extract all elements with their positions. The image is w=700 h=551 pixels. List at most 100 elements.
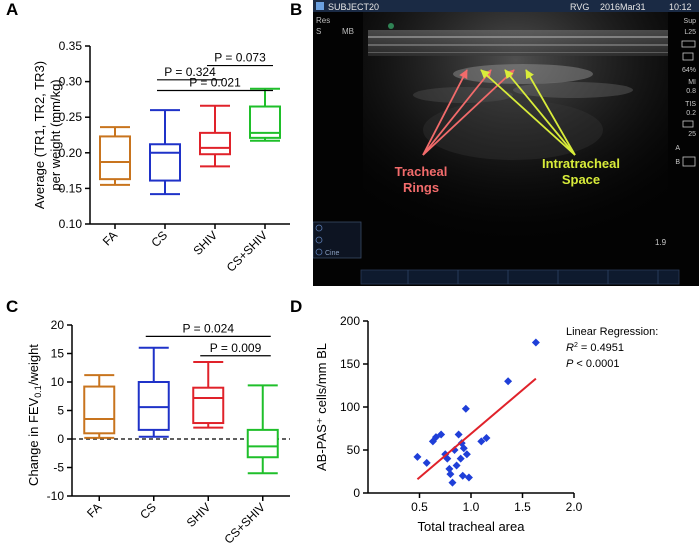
scatter-point [448,478,457,487]
y-tick-label: -10 [47,489,65,503]
box-0 [99,126,131,186]
y-tick-label: 0 [353,486,360,500]
ultrasound-time: 10:12 [669,2,692,12]
scatter-point [413,452,422,461]
y-tick-label: 5 [57,404,64,418]
ultrasound-date: 2016Mar31 [600,2,646,12]
y-tick-label: 0.35 [59,39,83,53]
ultrasound-s: S [316,27,321,36]
settings-icon [682,120,694,128]
cine-button-2[interactable] [315,236,323,244]
box-1 [137,346,170,438]
scatter-point [445,464,454,473]
box-3 [246,384,279,475]
panel-d-label: D [290,297,303,316]
regression-line [416,377,537,481]
ultrasound-setting-l25: L25 [684,29,696,36]
ultrasound-setting-mi: MI [688,79,696,86]
ultrasound-menu-icon[interactable] [316,2,324,10]
cine-controls[interactable]: Cine [313,221,362,259]
box-3 [249,87,281,142]
box-2 [199,104,231,168]
space-arrow-2 [504,69,576,156]
x-tick-label: CS+SHIV [221,500,267,546]
scatter-point [464,473,473,482]
cine-button-1[interactable] [315,224,323,232]
tracheal-rings-label-2: Rings [403,180,439,195]
iqr-box [199,131,231,156]
x-tick-label: 2.0 [566,500,583,514]
cine-label: Cine [325,250,340,257]
x-tick-label: CS [137,500,159,522]
x-tick-label: CS [148,228,170,250]
y-axis-label-line1: Average (TR1, TR2, TR3) [32,61,47,209]
scatter-point [531,338,540,347]
ultrasound-mb: MB [342,27,354,36]
cine-timeline[interactable] [360,269,680,285]
panel-a-label: A [6,0,19,19]
scatter-point [477,437,486,446]
regression-r-squared: R2 = 0.4951 [566,342,624,354]
scatter-point [422,458,431,467]
intratracheal-space-label-1: Intratracheal [542,156,620,171]
x-tick-label: SHIV [184,500,214,530]
y-tick-label: 50 [347,443,361,457]
comparison-p-value: P = 0.324 [164,65,216,79]
chart-c: Change in FEV0.1/weight -10 -5 0 5 10 15 20 FA CS… [26,318,290,547]
scatter-point [504,377,513,386]
box-0 [83,374,116,439]
space-arrow-3 [525,69,576,156]
ring-arrow-3 [422,69,515,156]
comparison-p-value: P = 0.021 [189,76,241,90]
battery-icon [681,40,696,48]
ultrasound-subject: SUBJECT20 [328,2,379,12]
chart-d: 0 50 100 150 200 0.5 1.0 1.5 2.0 Total tracheal a… [314,314,658,534]
scatter-point [458,471,467,480]
x-tick-label: SHIV [190,228,220,258]
ring-arrow-1 [422,69,468,156]
iqr-box [83,385,116,435]
comparison-p-value: P = 0.024 [183,321,235,335]
comparison-p-value: P = 0.073 [214,51,266,65]
iqr-box [137,381,170,431]
scatter-point [446,470,455,479]
ultrasound-device: RVG [570,2,589,12]
scatter-point [452,461,461,470]
comparison-p-value: P = 0.009 [210,341,262,355]
scatter-point [437,430,446,439]
iqr-box [192,386,225,425]
tracheal-rings-label-1: Tracheal [395,164,448,179]
x-tick-label: 1.0 [463,500,480,514]
x-tick-label: CS+SHIV [224,228,270,272]
x-tick-label: FA [84,500,104,520]
dvd-icon [682,156,696,167]
y-tick-label: 0.15 [59,181,83,195]
y-tick-label: 200 [340,314,360,328]
x-tick-label: FA [100,228,120,248]
y-tick-label: 0.20 [59,146,83,160]
ultrasound-setting-tis: TIS [685,101,696,108]
space-arrow-1 [480,69,576,156]
y-tick-label: 0.25 [59,110,83,124]
x-tick-label: 1.5 [514,500,531,514]
scatter-point [454,430,463,439]
ultrasound-setting-a: A [675,145,680,152]
x-tick-label: 0.5 [411,500,428,514]
iqr-box [149,143,181,182]
ultrasound-setting-gain: 64% [682,67,696,74]
panel-c-label: C [6,297,19,316]
scatter-point [462,450,471,459]
ultrasound-setting-b: B [675,159,680,166]
chart-a: Average (TR1, TR2, TR3) per weight (mm/kg… [32,39,290,272]
ultrasound-scale-value: 1.9 [655,238,667,247]
y-tick-label: 15 [51,347,65,361]
y-tick-label: 0 [57,432,64,446]
y-tick-label: 20 [51,318,65,332]
regression-title: Linear Regression: [566,326,658,338]
cine-button-3[interactable] [315,248,323,256]
y-axis-label: AB-PAS⁺ cells/mm BL [314,343,329,471]
iqr-box [246,428,279,459]
scatter-point [450,446,459,454]
panel-b-label: B [290,0,303,19]
ring-arrow-2 [422,69,492,156]
